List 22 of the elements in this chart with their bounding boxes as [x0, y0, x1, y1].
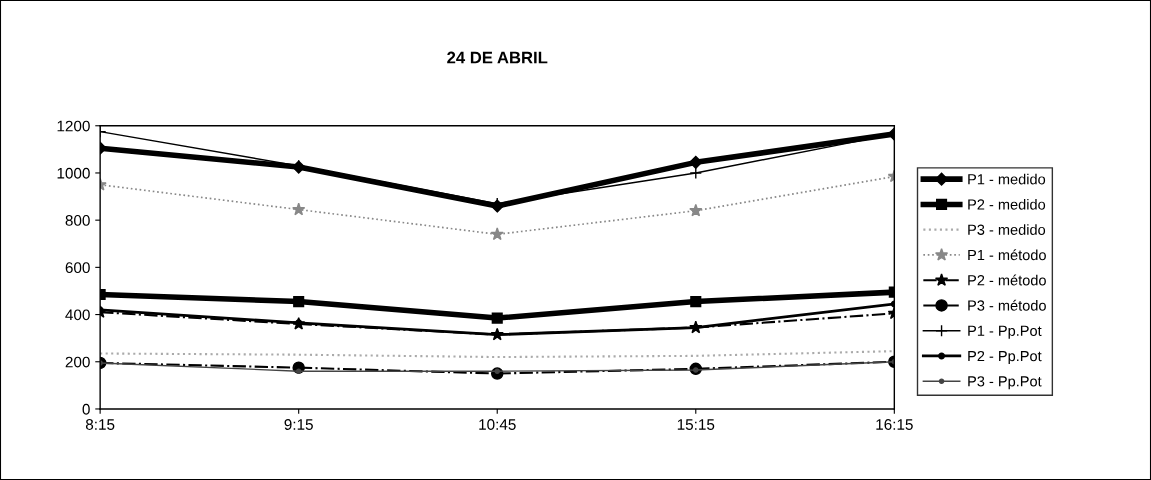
legend-label: P2 - medido	[968, 198, 1046, 210]
legend-label: P1 - medido	[968, 173, 1046, 185]
x-tick-label: 16:15	[876, 419, 913, 430]
legend-label: P1 - Pp.Pot	[968, 325, 1042, 339]
x-tick-label: 9:15	[284, 419, 313, 430]
x-tick-label: 8:15	[85, 419, 115, 430]
y-tick-label: 400	[65, 309, 90, 321]
y-tick-label: 0	[82, 403, 90, 415]
legend-label: P3 - método	[968, 299, 1046, 311]
y-tick-label: 1200	[57, 120, 90, 132]
y-tick-label: 800	[65, 215, 90, 226]
legend-label: P3 - medido	[968, 224, 1046, 235]
x-tick-label: 10:45	[479, 419, 516, 430]
legend-label: P2 - método	[968, 274, 1046, 286]
legend-label: P2 - Pp.Pot	[968, 350, 1042, 365]
y-tick-label: 200	[65, 356, 90, 368]
legend-label: P1 - método	[968, 249, 1046, 261]
legend-label: P3 - Pp.Pot	[968, 376, 1042, 390]
y-tick-label: 600	[65, 262, 90, 274]
x-tick-label: 15:15	[677, 419, 715, 430]
chart-title: 24 DE ABRIL	[447, 51, 548, 64]
y-tick-label: 1000	[57, 167, 90, 179]
